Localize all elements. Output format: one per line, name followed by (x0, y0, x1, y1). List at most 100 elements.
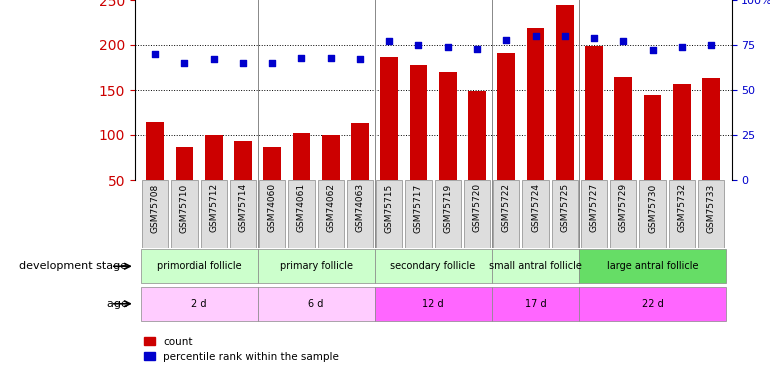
Point (354, 56, 367, 62)
Text: GSM75733: GSM75733 (707, 183, 715, 232)
Bar (176, 147, 193, 180)
FancyBboxPatch shape (141, 249, 258, 283)
Bar (293, 133, 310, 180)
Point (325, 55, 337, 61)
Point (296, 55, 308, 61)
Text: 22 d: 22 d (641, 299, 664, 309)
Text: development stage: development stage (19, 261, 131, 271)
Text: GSM75724: GSM75724 (531, 183, 540, 232)
FancyBboxPatch shape (375, 249, 491, 283)
Bar (702, 78, 720, 180)
Text: GSM75712: GSM75712 (209, 183, 218, 232)
Text: GSM75722: GSM75722 (502, 183, 511, 232)
Point (705, 42, 717, 48)
Text: GSM75725: GSM75725 (561, 183, 569, 232)
Bar (673, 84, 691, 180)
Text: GSM75730: GSM75730 (648, 183, 657, 232)
Point (441, 44, 454, 50)
Text: GSM74062: GSM74062 (326, 183, 335, 232)
Point (413, 42, 425, 48)
Text: 12 d: 12 d (422, 299, 444, 309)
Text: GSM74060: GSM74060 (268, 183, 276, 232)
Text: primordial follicle: primordial follicle (157, 261, 242, 271)
FancyBboxPatch shape (317, 180, 344, 248)
Text: GSM75727: GSM75727 (590, 183, 598, 232)
FancyBboxPatch shape (668, 180, 695, 248)
FancyBboxPatch shape (171, 180, 198, 248)
Text: age: age (106, 299, 131, 309)
Bar (322, 135, 340, 180)
Point (266, 60, 279, 66)
Point (470, 46, 483, 52)
Text: small antral follicle: small antral follicle (489, 261, 582, 271)
FancyBboxPatch shape (258, 287, 375, 321)
FancyBboxPatch shape (551, 180, 578, 248)
Bar (410, 65, 427, 180)
Point (588, 35, 600, 41)
Point (617, 38, 629, 44)
Point (208, 56, 220, 62)
FancyBboxPatch shape (610, 180, 637, 248)
FancyBboxPatch shape (346, 180, 373, 248)
Text: GSM75715: GSM75715 (385, 183, 393, 232)
FancyBboxPatch shape (229, 180, 256, 248)
Text: GSM75708: GSM75708 (151, 183, 159, 232)
Text: GSM75710: GSM75710 (180, 183, 189, 232)
Text: 2 d: 2 d (192, 299, 207, 309)
Point (558, 33, 571, 39)
Text: GSM75714: GSM75714 (239, 183, 247, 232)
Point (149, 51, 162, 57)
Text: GSM75720: GSM75720 (473, 183, 481, 232)
Bar (263, 147, 281, 180)
FancyBboxPatch shape (434, 180, 461, 248)
FancyBboxPatch shape (376, 180, 403, 248)
Point (237, 60, 249, 66)
Bar (644, 95, 661, 180)
Bar (527, 28, 544, 180)
Bar (468, 91, 486, 180)
Text: secondary follicle: secondary follicle (390, 261, 476, 271)
Text: primary follicle: primary follicle (280, 261, 353, 271)
FancyBboxPatch shape (142, 180, 169, 248)
FancyBboxPatch shape (464, 180, 490, 248)
Bar (351, 123, 369, 180)
FancyBboxPatch shape (579, 249, 725, 283)
Bar (205, 135, 223, 180)
Legend: count, percentile rank within the sample: count, percentile rank within the sample (140, 333, 343, 366)
FancyBboxPatch shape (581, 180, 608, 248)
Bar (585, 46, 603, 180)
Bar (234, 141, 252, 180)
Text: 6 d: 6 d (309, 299, 324, 309)
Text: 17 d: 17 d (524, 299, 547, 309)
Text: GSM75729: GSM75729 (619, 183, 628, 232)
FancyBboxPatch shape (375, 287, 491, 321)
Text: GSM75719: GSM75719 (444, 183, 452, 232)
Point (646, 47, 658, 53)
Bar (614, 76, 632, 180)
Point (675, 44, 688, 50)
FancyBboxPatch shape (259, 180, 286, 248)
FancyBboxPatch shape (288, 180, 315, 248)
Bar (497, 53, 515, 180)
Text: large antral follicle: large antral follicle (607, 261, 698, 271)
FancyBboxPatch shape (522, 180, 549, 248)
Point (529, 33, 541, 39)
Text: GSM75717: GSM75717 (414, 183, 423, 232)
FancyBboxPatch shape (639, 180, 666, 248)
Point (179, 60, 191, 66)
FancyBboxPatch shape (200, 180, 227, 248)
FancyBboxPatch shape (493, 180, 520, 248)
Text: GSM75732: GSM75732 (678, 183, 686, 232)
FancyBboxPatch shape (579, 287, 725, 321)
FancyBboxPatch shape (491, 249, 579, 283)
Point (500, 37, 512, 43)
Bar (556, 4, 574, 180)
Bar (146, 122, 164, 180)
Point (383, 38, 396, 44)
Text: GSM74061: GSM74061 (297, 183, 306, 232)
FancyBboxPatch shape (141, 287, 258, 321)
FancyBboxPatch shape (491, 287, 579, 321)
FancyBboxPatch shape (698, 180, 725, 248)
Text: GSM74063: GSM74063 (356, 183, 364, 232)
FancyBboxPatch shape (258, 249, 375, 283)
